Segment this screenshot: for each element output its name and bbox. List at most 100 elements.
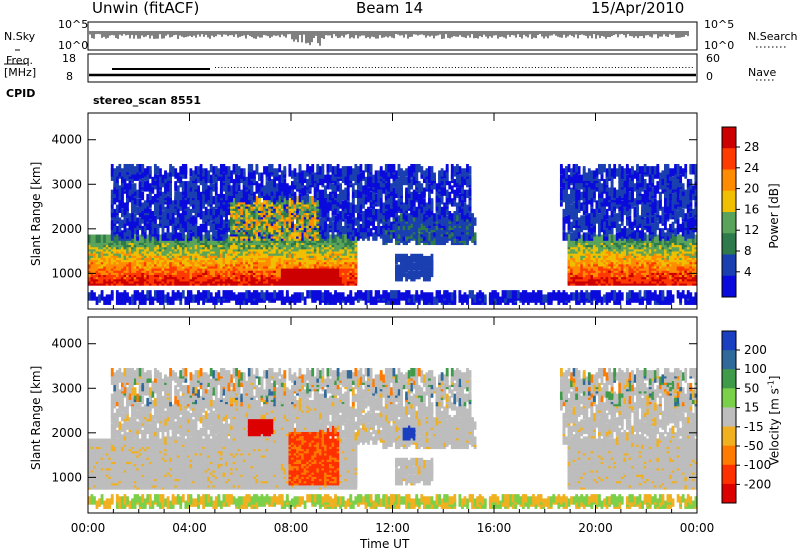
power-cell (684, 228, 688, 237)
cpid-label: CPID (6, 87, 36, 100)
power-cell (278, 290, 282, 299)
power-cell (250, 292, 254, 301)
power-cell (587, 292, 591, 301)
power-cell (384, 219, 388, 228)
power-cell (166, 228, 170, 237)
power-cell (435, 232, 439, 241)
power-cell (636, 292, 639, 301)
power-cell (110, 219, 114, 228)
power-cell (293, 228, 297, 237)
power-cell (526, 296, 530, 305)
power-cell (595, 215, 599, 224)
power-cell (397, 215, 401, 224)
power-cell (410, 258, 414, 267)
power-cell (410, 219, 414, 228)
power-cell (620, 228, 624, 237)
power-cell (415, 264, 419, 273)
power-cell (603, 232, 606, 241)
power-cell (425, 234, 429, 243)
power-cell (428, 223, 431, 233)
power-cell (488, 292, 492, 301)
power-cell (212, 225, 216, 235)
power-cell (374, 230, 378, 239)
power-cell (377, 225, 381, 235)
power-cell (247, 294, 251, 303)
power-cell (283, 217, 287, 226)
power-cell (118, 296, 122, 305)
power-cell (136, 221, 140, 231)
power-cell (329, 292, 332, 301)
power-cell (313, 290, 317, 299)
power-cell (646, 223, 650, 233)
power-cell (610, 219, 614, 228)
power-cell (356, 223, 360, 233)
power-cell (605, 296, 609, 305)
power-cell (255, 296, 259, 305)
power-cell (625, 228, 629, 237)
power-cell (405, 264, 408, 273)
power-cell (428, 292, 431, 301)
power-cell (204, 294, 208, 303)
power-cell (204, 223, 208, 233)
power-cell (435, 296, 439, 305)
power-cell (618, 234, 622, 243)
power-cell (430, 296, 434, 305)
power-cell (367, 290, 370, 299)
power-cell (362, 292, 365, 301)
status-panels (4, 21, 786, 83)
power-cell (428, 264, 431, 273)
power-cell (461, 217, 464, 226)
power-cell (389, 230, 393, 239)
power-cell (651, 292, 655, 301)
power-cell (181, 290, 185, 299)
power-cell (354, 217, 358, 226)
power-cell (242, 221, 246, 231)
power-cell (595, 290, 599, 299)
power-cell (455, 223, 459, 233)
power-cell (379, 230, 383, 239)
power-cell (280, 223, 284, 233)
power-cell (651, 223, 655, 233)
power-cell (425, 223, 429, 233)
power-cell (567, 294, 571, 303)
power-cell (575, 290, 578, 299)
power-cell (463, 228, 467, 237)
power-cell (222, 232, 226, 241)
power-cell (534, 296, 538, 305)
power-cell (636, 217, 639, 226)
power-cell (186, 290, 190, 299)
power-cell (351, 232, 355, 241)
power-cell (258, 292, 261, 301)
power-cell (323, 296, 327, 305)
power-cell (425, 268, 429, 278)
power-cell (395, 225, 398, 235)
power-cell (410, 230, 414, 239)
power-cell (651, 234, 655, 243)
power-cell (415, 290, 419, 299)
power-cell (471, 219, 474, 228)
power-cell (458, 217, 462, 226)
power-cell (288, 225, 292, 235)
power-cell (407, 270, 411, 280)
power-cell (402, 292, 406, 301)
power-cell (321, 234, 325, 243)
power-cell (283, 225, 287, 235)
freq-tick-bottom: 8 (66, 70, 73, 83)
power-cell (422, 232, 426, 241)
power-cell (339, 221, 343, 231)
power-cell (273, 221, 277, 231)
power-cell (285, 234, 289, 243)
power-cell (318, 221, 322, 231)
nsearch-tick-bottom: 10^0 (704, 39, 735, 52)
power-cell (664, 221, 667, 231)
power-cell (118, 292, 122, 301)
power-cell (608, 292, 611, 301)
power-cell (681, 228, 685, 237)
power-cell (623, 234, 627, 243)
power-cell (600, 217, 604, 226)
power-cell (351, 228, 355, 237)
power-cell (179, 296, 183, 305)
power-cell (681, 234, 685, 243)
power-cell (339, 230, 343, 239)
power-cell (494, 294, 497, 303)
